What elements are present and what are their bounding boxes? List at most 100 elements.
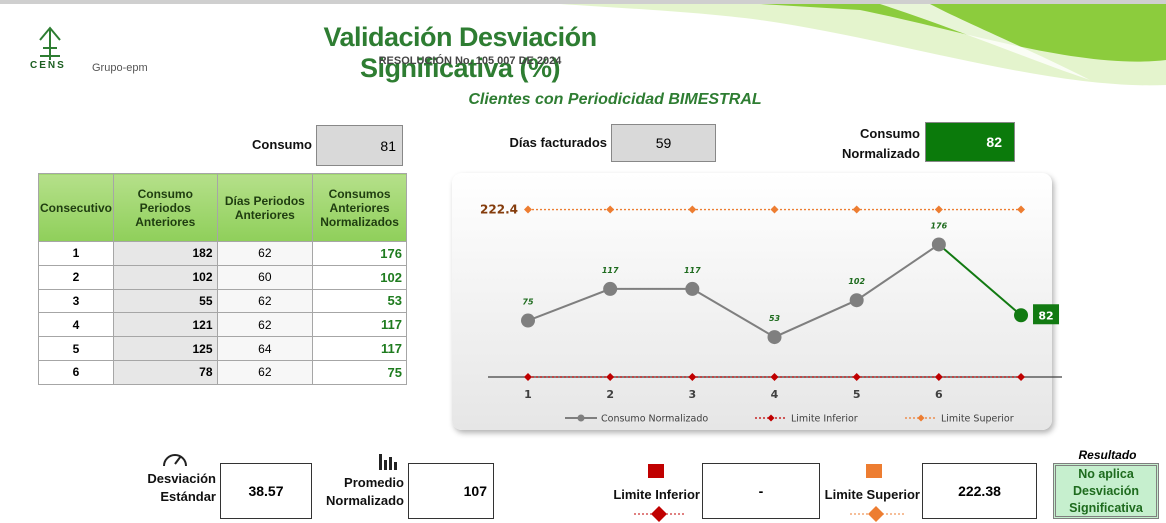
data-label: 82 — [1038, 309, 1053, 322]
data-label: 117 — [602, 266, 619, 275]
limit-marker — [688, 373, 697, 381]
column-header: Consecutivo — [37, 173, 115, 242]
table-cell: 5 — [37, 336, 115, 361]
table-cell: 4 — [37, 312, 115, 338]
limit-marker — [934, 205, 943, 214]
table-cell: 117 — [312, 312, 407, 338]
table-cell: 1 — [37, 241, 115, 266]
summary-label: Limite Superior — [824, 487, 920, 502]
subtitle: RESOLUCIÓN No. 105 007 DE 2024 — [378, 55, 562, 67]
column-header: Consumo Periodos Anteriores — [113, 173, 218, 242]
header-decoration — [0, 0, 1166, 86]
limit-marker — [524, 205, 532, 214]
result-label: Resultado — [1078, 448, 1137, 462]
column-header: Días Periodos Anteriores — [216, 173, 314, 242]
table-row: 6 78 62 75 — [37, 359, 407, 385]
summary-value: 107 — [408, 463, 494, 519]
legend-label: Limite Inferior — [791, 414, 858, 425]
chart: 1 2 3 4 5 6 222.4 75 117 117 53 102 176 82 Consumo Nor… — [480, 203, 1062, 425]
legend-label: Limite Superior — [941, 414, 1014, 425]
table-cell: 125 — [113, 336, 218, 361]
gauge-icon — [163, 454, 187, 467]
series-point — [767, 330, 782, 345]
limit-marker — [1017, 373, 1026, 381]
upper-icon — [850, 464, 904, 522]
table-cell: 78 — [113, 359, 218, 385]
history-table: Consecutivo Consumo Periodos Anteriores Dí… — [37, 173, 407, 385]
table-cell: 62 — [216, 312, 314, 338]
bars-icon — [379, 454, 397, 470]
limit-label: 222.4 — [480, 203, 518, 217]
table-row: 2 102 60 102 — [37, 264, 407, 290]
limit-marker — [770, 205, 779, 214]
limit-marker — [606, 205, 615, 214]
limit-marker — [1017, 205, 1026, 214]
group-logo: Grupo-epm — [92, 62, 148, 74]
highlight-line — [938, 243, 1022, 317]
table-cell: 121 — [113, 312, 218, 338]
x-tick-label: 1 — [524, 388, 532, 401]
table-cell: 117 — [312, 336, 407, 361]
limit-marker — [524, 373, 532, 381]
data-label: 102 — [848, 277, 865, 286]
field-label: Días facturados — [509, 135, 607, 150]
column-header: Consumos Anteriores Normalizados — [312, 173, 407, 242]
limit-marker — [852, 205, 861, 214]
summary-value: - — [702, 463, 820, 519]
x-tick-label: 2 — [606, 388, 614, 401]
table-cell: 55 — [113, 288, 218, 314]
logo: CENS — [30, 60, 66, 71]
table-cell: 102 — [113, 264, 218, 290]
table-cell: 182 — [113, 241, 218, 266]
series-point — [685, 281, 700, 296]
data-label: 117 — [684, 266, 701, 275]
limit-marker — [934, 373, 943, 381]
summary-label: Promedio Normalizado — [325, 475, 404, 508]
result-value: No aplica Desviación Significativa — [1053, 463, 1159, 519]
legend-marker — [767, 414, 775, 422]
series-line — [527, 243, 940, 339]
table-cell: 53 — [312, 288, 407, 314]
summary-value: 222.38 — [922, 463, 1037, 519]
table-cell: 60 — [216, 264, 314, 290]
x-tick-label: 6 — [935, 388, 943, 401]
table-cell: 62 — [216, 288, 314, 314]
series-point — [931, 237, 946, 252]
summary-label: Desviación Estándar — [147, 471, 216, 504]
limit-marker — [852, 373, 861, 381]
summary-value: 38.57 — [220, 463, 312, 519]
field-label: Consumo Normalizado — [841, 126, 920, 161]
legend-label: Consumo Normalizado — [601, 414, 708, 425]
table-row: 4 121 62 117 — [37, 312, 407, 338]
limit-marker — [688, 205, 697, 214]
field-value: 82 — [925, 122, 1015, 162]
series-point — [849, 293, 864, 308]
table-cell: 6 — [37, 359, 115, 385]
field-value: 81 — [316, 125, 403, 166]
table-row: 3 55 62 53 — [37, 288, 407, 314]
x-tick-label: 3 — [689, 388, 697, 401]
series-point — [521, 313, 535, 328]
chart-panel — [452, 173, 1052, 430]
table-row: 5 125 64 117 — [37, 336, 407, 361]
summary-label: Limite Inferior — [613, 487, 700, 502]
table-cell: 3 — [37, 288, 115, 314]
data-label: 53 — [769, 314, 781, 323]
limit-marker — [606, 373, 615, 381]
label-box — [1033, 304, 1060, 325]
table-row: 1 182 62 176 — [37, 241, 407, 266]
table-cell: 64 — [216, 336, 314, 361]
legend-marker — [577, 414, 585, 422]
series-point — [1014, 308, 1029, 323]
x-tick-label: 4 — [771, 388, 779, 401]
x-tick-label: 5 — [853, 388, 861, 401]
limit-marker — [770, 373, 779, 381]
legend-marker — [917, 414, 925, 422]
table-cell: 102 — [312, 264, 407, 290]
series-point — [603, 281, 618, 296]
subheading: Clientes con Periodicidad BIMESTRAL — [468, 91, 762, 108]
field-label: Consumo — [252, 137, 312, 152]
data-label: 176 — [930, 221, 947, 230]
title: Validación Desviación Significativa (%) — [323, 22, 597, 83]
